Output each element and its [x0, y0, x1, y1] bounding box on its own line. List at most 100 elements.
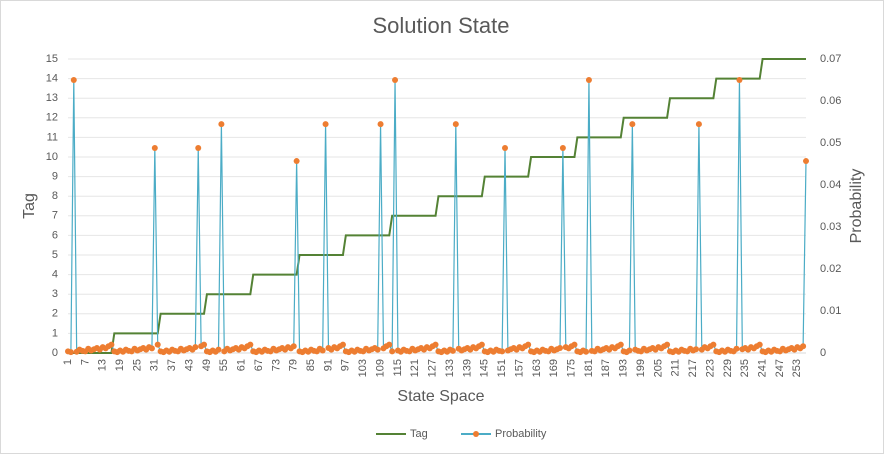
marker	[392, 77, 399, 83]
x-tick-label: 163	[531, 359, 543, 377]
marker	[339, 341, 346, 348]
legend-label: Probability	[495, 428, 547, 440]
x-tick-label: 235	[739, 359, 751, 377]
y2-axis-title: Probability	[848, 169, 865, 244]
x-tick-label: 49	[201, 359, 213, 371]
x-tick-label: 169	[548, 359, 560, 377]
y-tick-label: 0	[52, 347, 58, 359]
marker	[449, 347, 456, 354]
y2-tick-label: 0.05	[820, 137, 841, 149]
y-tick-label: 1	[52, 327, 58, 339]
x-tick-label: 133	[444, 359, 456, 377]
x-tick-label: 1	[62, 359, 74, 365]
x-tick-label: 25	[131, 359, 143, 371]
x-tick-label: 211	[670, 359, 682, 377]
x-tick-label: 175	[565, 359, 577, 377]
marker	[617, 341, 624, 348]
y2-tick-label: 0.01	[820, 305, 841, 317]
x-tick-label: 67	[253, 359, 265, 371]
marker	[67, 349, 74, 356]
y-tick-label: 5	[52, 249, 58, 261]
x-tick-label: 37	[166, 359, 178, 371]
x-tick-label: 13	[97, 359, 109, 371]
marker	[756, 341, 763, 348]
x-tick-label: 193	[618, 359, 630, 377]
y-tick-label: 13	[46, 92, 58, 104]
x-tick-label: 31	[149, 359, 161, 371]
marker	[626, 347, 633, 354]
marker	[664, 341, 671, 348]
x-tick-label: 241	[756, 359, 768, 377]
marker	[293, 158, 300, 165]
y-tick-label: 3	[52, 288, 58, 300]
x-axis-title: State Space	[397, 388, 484, 405]
marker	[201, 341, 208, 348]
series-line	[68, 58, 806, 354]
chart-title: Solution State	[373, 13, 510, 38]
y-tick-label: 15	[46, 53, 58, 65]
marker	[803, 158, 809, 165]
marker	[478, 341, 485, 348]
y-tick-label: 7	[52, 210, 58, 222]
x-tick-label: 55	[218, 359, 230, 371]
x-tick-label: 217	[687, 359, 699, 377]
x-tick-label: 223	[704, 359, 716, 377]
marker	[374, 346, 381, 353]
x-tick-label: 19	[114, 359, 126, 371]
y-tick-label: 12	[46, 112, 58, 124]
x-tick-label: 157	[513, 359, 525, 377]
x-tick-label: 145	[479, 359, 491, 377]
x-tick-label: 121	[409, 359, 421, 377]
x-tick-label: 85	[305, 359, 317, 371]
y2-tick-label: 0.04	[820, 179, 841, 191]
marker	[195, 145, 202, 152]
marker	[695, 121, 702, 128]
x-tick-label: 109	[374, 359, 386, 377]
x-tick-label: 7	[79, 359, 91, 365]
x-tick-label: 247	[774, 359, 786, 377]
x-tick-label: 205	[652, 359, 664, 377]
marker	[571, 341, 578, 348]
marker	[290, 343, 297, 350]
x-tick-label: 73	[270, 359, 282, 371]
marker	[502, 145, 509, 152]
marker	[377, 121, 384, 128]
legend-marker	[473, 431, 479, 437]
x-tick-label: 151	[496, 359, 508, 377]
marker	[70, 77, 77, 83]
marker	[800, 343, 807, 350]
y2-tick-label: 0.02	[820, 263, 841, 275]
marker	[733, 345, 740, 352]
marker	[525, 341, 532, 348]
marker	[583, 348, 590, 355]
y-tick-label: 2	[52, 308, 58, 320]
marker	[432, 341, 439, 348]
x-tick-label: 79	[288, 359, 300, 371]
y-tick-label: 9	[52, 171, 58, 183]
x-tick-label: 103	[357, 359, 369, 377]
marker	[452, 121, 459, 128]
marker	[693, 346, 700, 353]
marker	[710, 341, 717, 348]
marker	[108, 341, 115, 348]
marker	[192, 344, 199, 351]
y2-tick-label: 0	[820, 347, 826, 359]
x-tick-label: 91	[322, 359, 334, 371]
marker	[148, 345, 155, 352]
marker	[559, 145, 566, 152]
y2-tick-label: 0.07	[820, 53, 841, 65]
marker	[215, 346, 222, 353]
x-tick-label: 253	[791, 359, 803, 377]
y-tick-label: 14	[46, 73, 58, 85]
marker	[386, 341, 393, 348]
x-tick-label: 187	[600, 359, 612, 377]
marker	[319, 347, 326, 354]
x-tick-label: 43	[183, 359, 195, 371]
marker	[218, 121, 225, 128]
x-tick-label: 115	[392, 359, 404, 377]
x-tick-label: 139	[461, 359, 473, 377]
marker	[629, 121, 636, 128]
y-tick-label: 8	[52, 190, 58, 202]
